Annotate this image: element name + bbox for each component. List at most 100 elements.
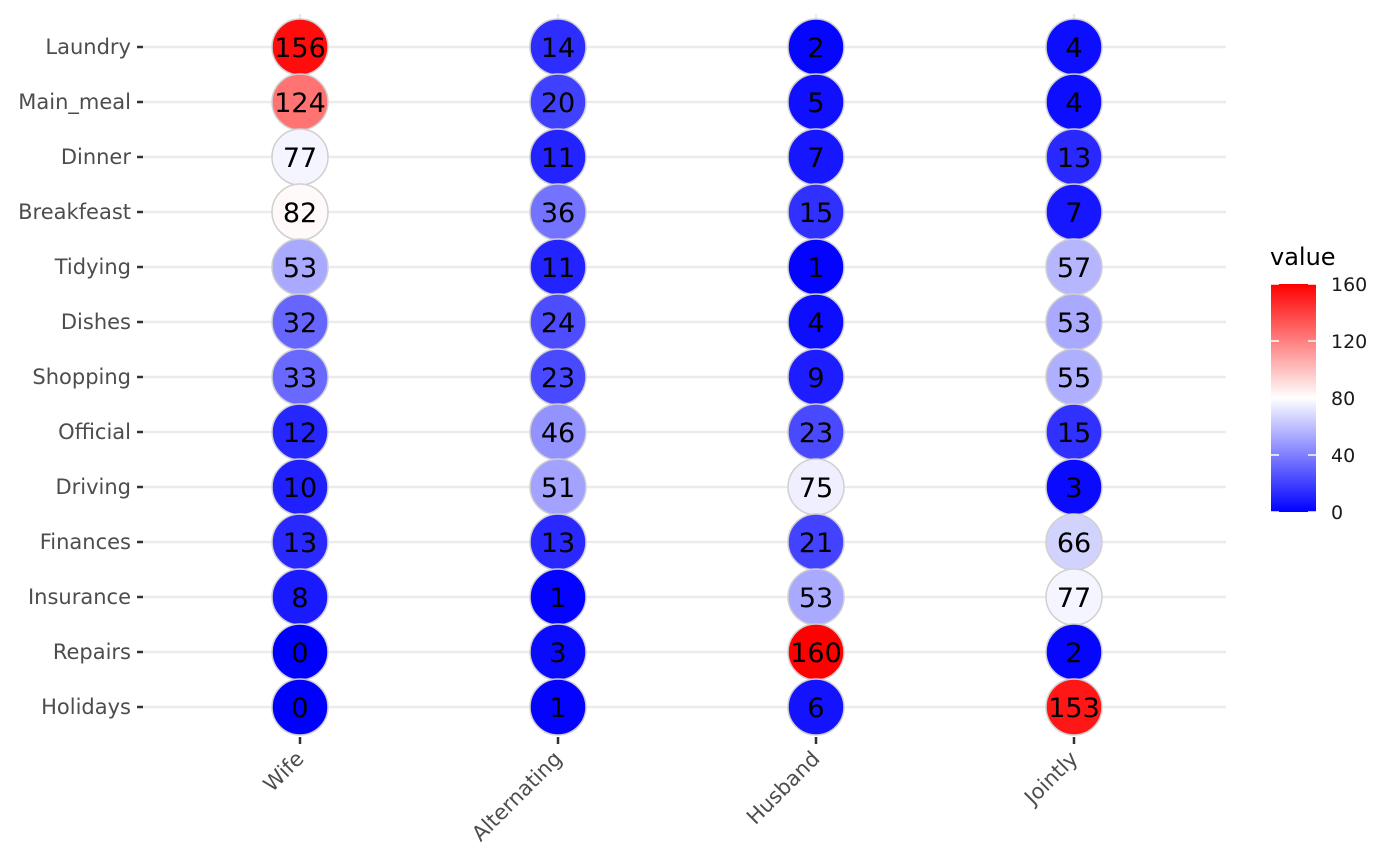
cell-shopping-alternating: 23 <box>529 348 587 406</box>
row-label: Finances <box>40 530 131 554</box>
cell-breakfeast-alternating: 36 <box>529 183 587 241</box>
cell-value: 7 <box>1065 198 1082 229</box>
cell-bubble <box>271 678 329 736</box>
legend-tick-label: 120 <box>1331 331 1367 353</box>
cell-value: 46 <box>541 418 575 449</box>
legend-tick-label: 40 <box>1331 445 1355 467</box>
cell-value: 14 <box>541 33 575 64</box>
cell-insurance-jointly: 77 <box>1045 568 1103 626</box>
cell-driving-wife: 10 <box>271 458 329 516</box>
legend-tick-label: 80 <box>1331 388 1355 410</box>
cell-dinner-wife: 77 <box>271 128 329 186</box>
cell-value: 23 <box>541 363 575 394</box>
cell-value: 77 <box>1057 583 1091 614</box>
cell-value: 53 <box>283 253 317 284</box>
row-label: Dishes <box>61 310 131 334</box>
cell-value: 53 <box>1057 308 1091 339</box>
cell-value: 8 <box>291 583 308 614</box>
row-label: Laundry <box>45 35 131 59</box>
legend: value 160 120 80 40 0 <box>1270 243 1367 524</box>
cell-value: 13 <box>1057 143 1091 174</box>
cell-value: 57 <box>1057 253 1091 284</box>
cell-official-alternating: 46 <box>529 403 587 461</box>
cell-value: 0 <box>291 638 308 669</box>
cell-value: 13 <box>283 528 317 559</box>
cell-value: 21 <box>799 528 833 559</box>
column-label: Wife <box>259 747 309 797</box>
legend-title: value <box>1270 243 1336 271</box>
row-label: Holidays <box>41 695 131 719</box>
row-label: Insurance <box>28 585 131 609</box>
column-label: Alternating <box>467 747 566 846</box>
cell-value: 24 <box>541 308 575 339</box>
cell-tidying-husband: 1 <box>787 238 845 296</box>
cell-value: 77 <box>283 143 317 174</box>
cell-repairs-wife: 0 <box>271 623 329 681</box>
cell-dinner-husband: 7 <box>787 128 845 186</box>
cell-finances-husband: 21 <box>787 513 845 571</box>
cell-holidays-husband: 6 <box>787 678 845 736</box>
row-label: Shopping <box>32 365 131 389</box>
cell-value: 13 <box>541 528 575 559</box>
cell-repairs-alternating: 3 <box>529 623 587 681</box>
cell-dishes-alternating: 24 <box>529 293 587 351</box>
cell-insurance-wife: 8 <box>271 568 329 626</box>
cell-value: 9 <box>807 363 824 394</box>
cell-laundry-husband: 2 <box>787 18 845 76</box>
cell-repairs-husband: 160 <box>787 623 845 681</box>
cell-main_meal-husband: 5 <box>787 73 845 131</box>
cell-value: 3 <box>549 638 566 669</box>
cell-value: 75 <box>799 473 833 504</box>
row-label: Dinner <box>61 145 132 169</box>
cell-bubble <box>787 678 845 736</box>
cell-dinner-jointly: 13 <box>1045 128 1103 186</box>
cell-insurance-husband: 53 <box>787 568 845 626</box>
cell-value: 51 <box>541 473 575 504</box>
cell-dinner-alternating: 11 <box>529 128 587 186</box>
cell-value: 4 <box>1065 88 1082 119</box>
cell-dishes-husband: 4 <box>787 293 845 351</box>
cell-value: 1 <box>549 693 566 724</box>
cell-value: 2 <box>1065 638 1082 669</box>
cell-bubble <box>1045 678 1103 736</box>
cell-official-wife: 12 <box>271 403 329 461</box>
cell-value: 1 <box>807 253 824 284</box>
cell-insurance-alternating: 1 <box>529 568 587 626</box>
cell-value: 53 <box>799 583 833 614</box>
cell-value: 66 <box>1057 528 1091 559</box>
row-label: Repairs <box>53 640 131 664</box>
cell-bubble <box>529 678 587 736</box>
row-label: Main_meal <box>18 90 131 115</box>
cell-value: 11 <box>541 253 575 284</box>
cell-value: 156 <box>274 33 326 64</box>
cell-driving-husband: 75 <box>787 458 845 516</box>
column-label: Husband <box>742 747 825 830</box>
cell-value: 20 <box>541 88 575 119</box>
cell-holidays-alternating: 1 <box>529 678 587 736</box>
cell-value: 36 <box>541 198 575 229</box>
cell-finances-jointly: 66 <box>1045 513 1103 571</box>
cell-dishes-wife: 32 <box>271 293 329 351</box>
cell-dishes-jointly: 53 <box>1045 293 1103 351</box>
legend-tick-label: 160 <box>1331 274 1367 296</box>
cell-holidays-wife: 0 <box>271 678 329 736</box>
cell-breakfeast-jointly: 7 <box>1045 183 1103 241</box>
cell-value: 153 <box>1048 693 1100 724</box>
cell-repairs-jointly: 2 <box>1045 623 1103 681</box>
cell-laundry-jointly: 4 <box>1045 18 1103 76</box>
column-label: Jointly <box>1018 747 1082 811</box>
cell-tidying-jointly: 57 <box>1045 238 1103 296</box>
cell-driving-alternating: 51 <box>529 458 587 516</box>
cell-official-husband: 23 <box>787 403 845 461</box>
row-label: Tidying <box>54 255 131 279</box>
cell-value: 15 <box>799 198 833 229</box>
cell-value: 2 <box>807 33 824 64</box>
cell-value: 4 <box>1065 33 1082 64</box>
cell-main_meal-alternating: 20 <box>529 73 587 131</box>
cell-breakfeast-husband: 15 <box>787 183 845 241</box>
cell-shopping-wife: 33 <box>271 348 329 406</box>
cell-value: 15 <box>1057 418 1091 449</box>
cell-main_meal-wife: 124 <box>271 73 329 131</box>
cell-driving-jointly: 3 <box>1045 458 1103 516</box>
